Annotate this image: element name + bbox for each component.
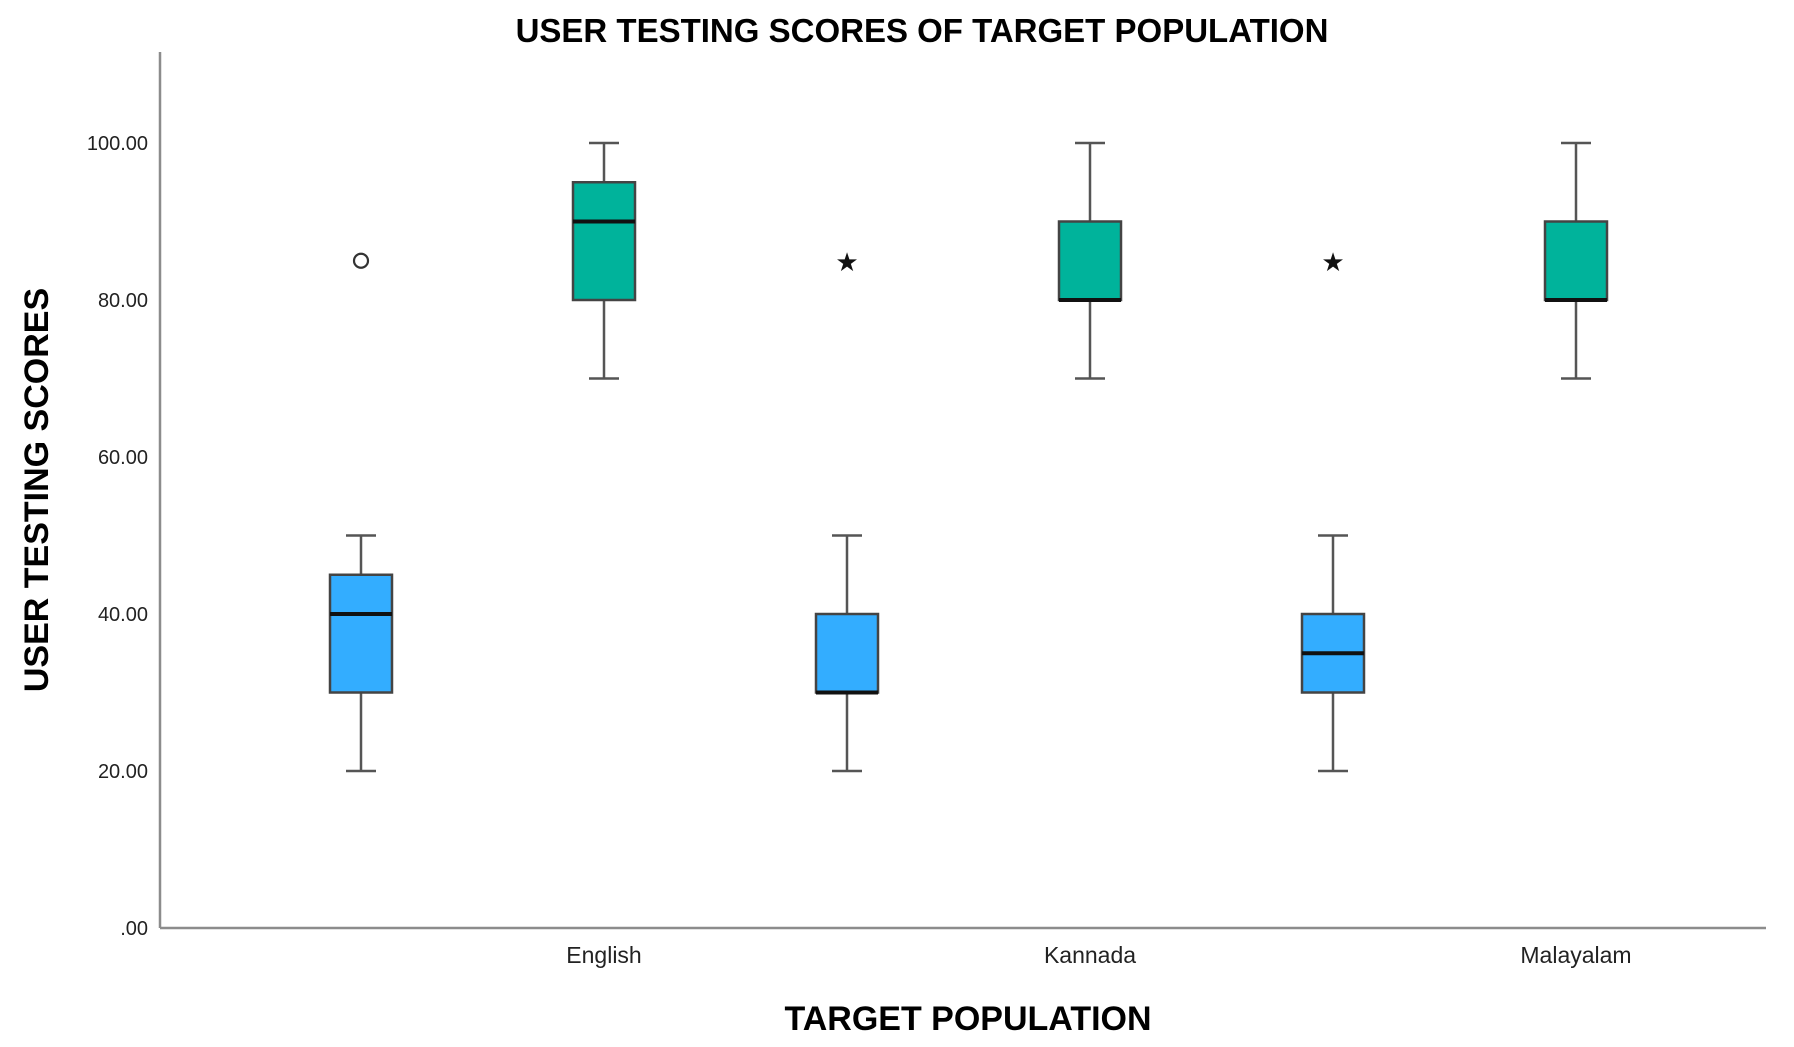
chart-title: USER TESTING SCORES OF TARGET POPULATION: [516, 12, 1329, 49]
box-iqr: [571, 181, 637, 302]
box-iqr: [1057, 220, 1123, 302]
x-axis-title: TARGET POPULATION: [784, 1000, 1151, 1038]
box-group: ★ ★: [328, 141, 1609, 773]
box-iqr: [328, 573, 394, 694]
box-plot-kannada-right: [1057, 141, 1123, 380]
y-axis-title: USER TESTING SCORES: [18, 288, 56, 692]
category-label: Malayalam: [1520, 942, 1631, 968]
category-label: English: [566, 942, 641, 968]
y-tick-label: .00: [120, 918, 148, 940]
y-tick-label: 40.00: [98, 604, 148, 626]
box-iqr: [814, 612, 880, 694]
box-plot-malayalam-left: ★: [1300, 248, 1366, 773]
y-tick-label: 100.00: [87, 133, 148, 155]
category-labels: English Kannada Malayalam: [566, 942, 1631, 968]
box-plot-english-left: [328, 252, 394, 773]
box-iqr: [1543, 220, 1609, 302]
y-tick-label: 80.00: [98, 290, 148, 312]
box-plot-malayalam-right: [1543, 141, 1609, 380]
y-tick-labels: .00 20.00 40.00 60.00 80.00 100.00: [87, 133, 148, 940]
category-label: Kannada: [1044, 942, 1136, 968]
extreme-star-marker: ★: [835, 248, 858, 278]
outlier-circle-marker: [352, 252, 370, 269]
box-plot-english-right: [571, 141, 637, 380]
y-tick-label: 60.00: [98, 447, 148, 469]
y-tick-label: 20.00: [98, 761, 148, 783]
box-plot-kannada-left: ★: [814, 248, 880, 773]
extreme-star-marker: ★: [1321, 248, 1344, 278]
